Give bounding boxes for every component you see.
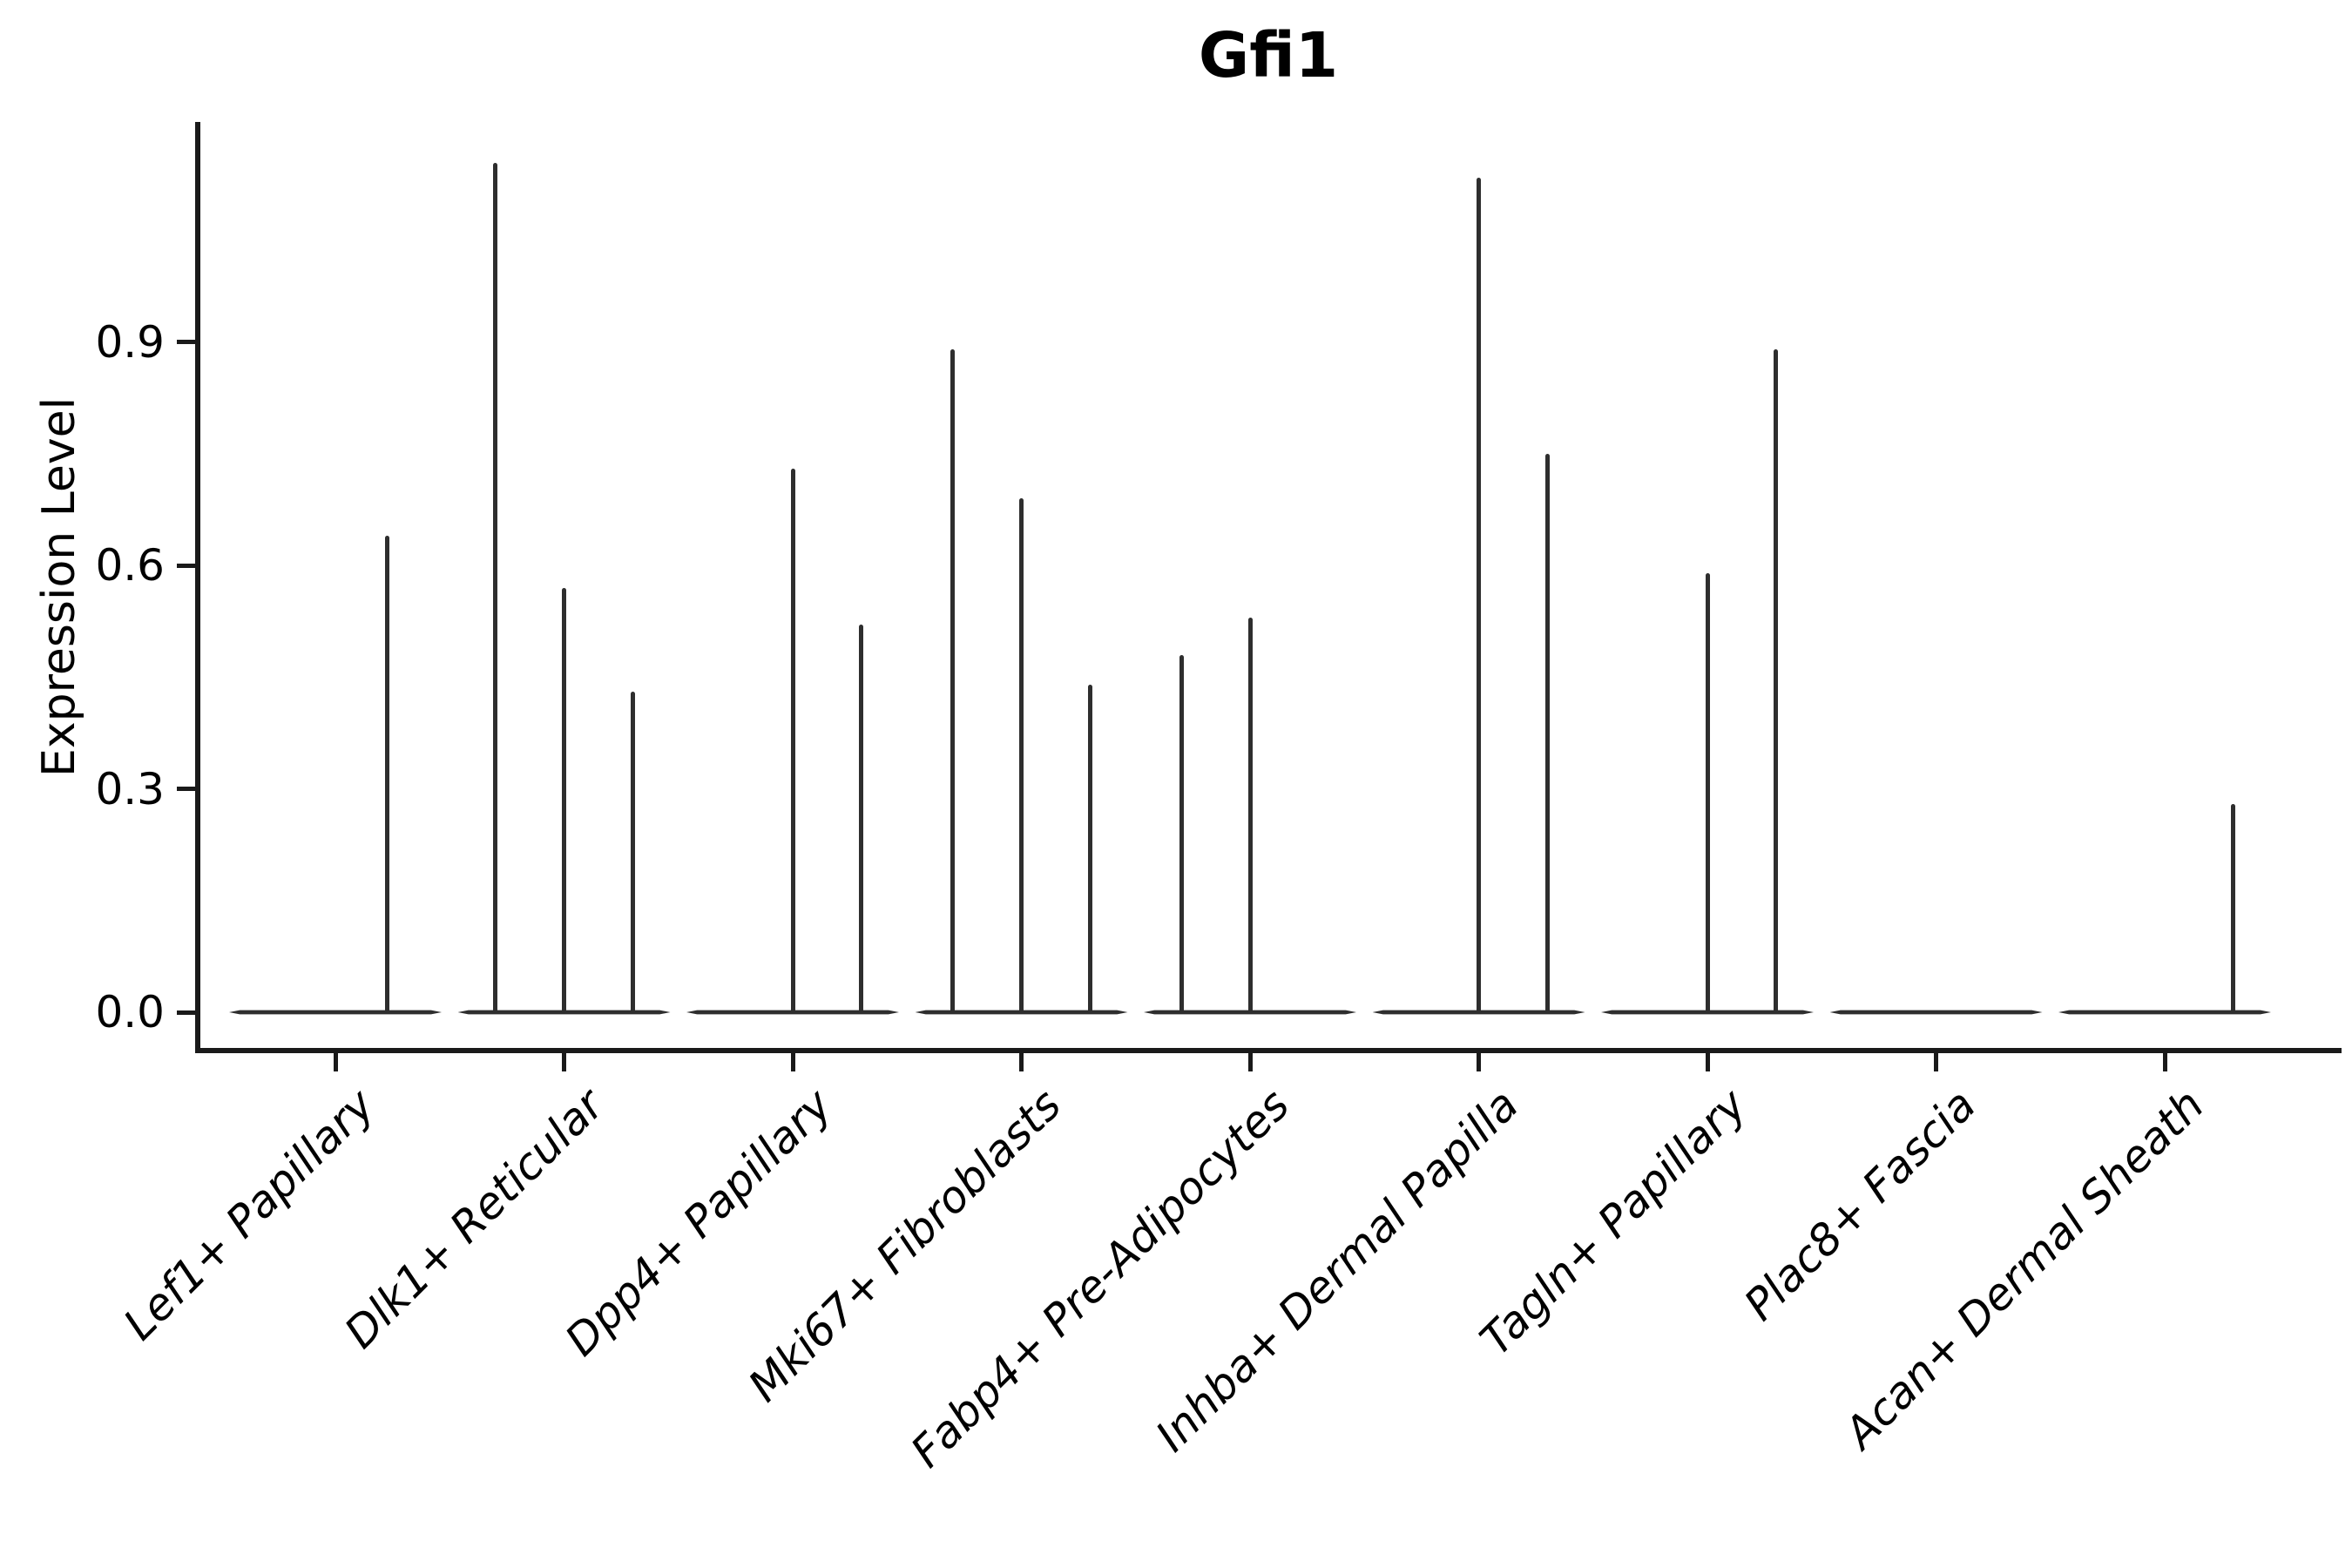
violin-spike (1477, 178, 1481, 1012)
x-tick-label: Fabp4+ Pre-Adipocytes (901, 1079, 1300, 1477)
violin-spike (1774, 349, 1779, 1012)
plot-title: Gfi1 (1198, 19, 1339, 91)
y-axis-line (195, 122, 200, 1053)
y-tick-mark (177, 563, 195, 568)
violin-body (2058, 1010, 2271, 1015)
violin-body (229, 1010, 442, 1015)
y-tick-mark (177, 340, 195, 344)
y-tick-label: 0.0 (95, 987, 165, 1037)
y-tick-mark (177, 1010, 195, 1015)
y-tick-mark (177, 787, 195, 791)
x-axis-line (195, 1048, 2342, 1053)
violin-spike (1247, 617, 1253, 1012)
violin-spike (493, 163, 498, 1012)
violin-spike (859, 625, 864, 1012)
violin-spike (630, 692, 635, 1012)
x-tick-mark (562, 1053, 566, 1071)
violin-body (1601, 1010, 1814, 1015)
violin-spike (1087, 684, 1092, 1012)
x-tick-mark (1934, 1053, 1938, 1071)
x-tick-mark (1705, 1053, 1710, 1071)
violin-body (457, 1010, 671, 1015)
x-tick-mark (2162, 1053, 2167, 1071)
x-tick-mark (333, 1053, 338, 1071)
violin-spike (790, 468, 795, 1012)
violin-body (1144, 1010, 1356, 1015)
violin-spike (1179, 654, 1184, 1012)
y-tick-label: 0.6 (95, 540, 165, 591)
violin-spike (384, 535, 389, 1012)
violin-spike (1019, 498, 1024, 1012)
x-tick-label: Plac8+ Fascia (1734, 1079, 1985, 1331)
violin-spike (1544, 453, 1550, 1012)
y-tick-label: 0.9 (95, 316, 165, 368)
y-axis-label: Expression Level (33, 396, 85, 778)
violin-body (1372, 1010, 1585, 1015)
x-tick-mark (1247, 1053, 1253, 1071)
x-tick-mark (1477, 1053, 1481, 1071)
violin-spike (1705, 572, 1710, 1012)
violin-spike (562, 587, 566, 1012)
y-tick-label: 0.3 (95, 763, 165, 814)
x-tick-label: Lef1+ Papillary (113, 1079, 385, 1350)
violin-body (915, 1010, 1128, 1015)
violin-body (686, 1010, 899, 1015)
violin-spike (950, 349, 956, 1012)
x-tick-mark (790, 1053, 795, 1071)
x-tick-mark (1019, 1053, 1024, 1071)
violin-body (1829, 1010, 2043, 1015)
violin-spike (2231, 803, 2236, 1012)
